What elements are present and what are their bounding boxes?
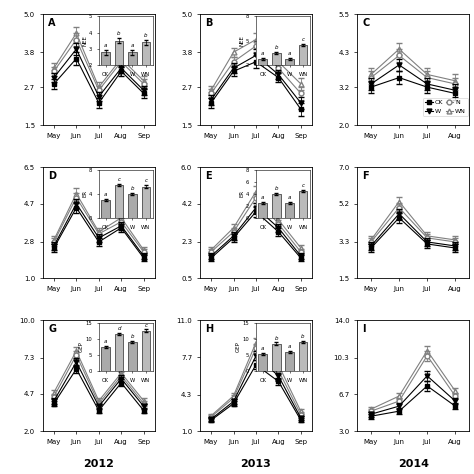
- Text: G: G: [48, 324, 56, 334]
- Text: E: E: [205, 171, 212, 181]
- Text: H: H: [205, 324, 214, 334]
- Text: B: B: [205, 18, 213, 27]
- Text: D: D: [48, 171, 56, 181]
- Legend: CK, W, N, WN: CK, W, N, WN: [423, 98, 468, 117]
- Text: 2013: 2013: [241, 459, 271, 469]
- Text: C: C: [363, 18, 370, 27]
- Text: A: A: [48, 18, 56, 27]
- Text: I: I: [363, 324, 366, 334]
- Text: F: F: [363, 171, 369, 181]
- Text: 2012: 2012: [83, 459, 114, 469]
- Text: 2014: 2014: [398, 459, 428, 469]
